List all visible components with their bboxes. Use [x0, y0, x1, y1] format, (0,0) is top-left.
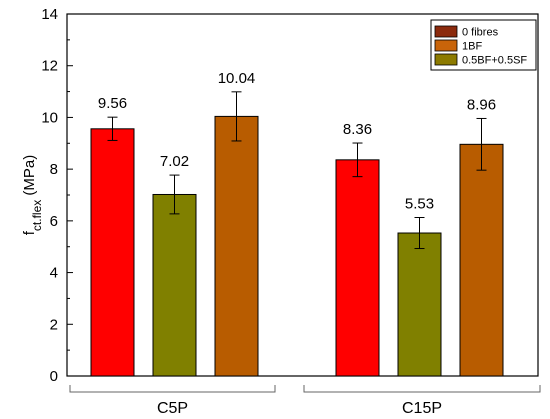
bar-c5p-series-2 [214, 115, 259, 377]
legend-swatch [434, 25, 458, 38]
y-tick-label: 6 [50, 213, 58, 230]
data-label: 8.96 [467, 96, 496, 113]
legend-swatch [434, 39, 458, 52]
y-tick-label: 10 [41, 109, 58, 126]
y-axis-label: fct.flex (MPa) [21, 155, 44, 236]
data-label: 9.56 [98, 95, 127, 112]
axes: 0 2 4 6 8 10 12 14 fct.flex (MPa) C5P C15P [21, 6, 541, 417]
y-tick-label: 2 [50, 316, 58, 333]
y-axis-label-unit: (MPa) [21, 155, 38, 200]
group-bracket [69, 385, 276, 393]
y-tick-label: 12 [41, 58, 58, 75]
data-labels: 9.56 7.02 10.04 8.36 5.53 8.96 [98, 70, 496, 213]
bar-c15p-series-0 [335, 159, 380, 377]
group-label-c15p: C15P [402, 400, 442, 417]
data-label: 8.36 [343, 121, 372, 138]
bars [90, 91, 504, 377]
group-label-c5p: C5P [157, 400, 188, 417]
y-tick-label: 4 [50, 265, 58, 282]
legend: 0 fibres 1BF 0.5BF+0.5SF [430, 19, 537, 71]
bar-c15p-series-2 [459, 143, 504, 377]
y-tick-label: 8 [50, 161, 58, 178]
bar-c5p-series-1 [152, 193, 197, 377]
data-label: 7.02 [160, 153, 189, 170]
y-tick-label: 0 [50, 368, 58, 385]
y-axis-label-sub: ct.flex [30, 200, 44, 231]
y-tick-label: 14 [41, 6, 58, 23]
legend-label: 0 fibres [462, 27, 499, 39]
legend-swatch [434, 53, 458, 66]
y-axis-label-main: f [21, 230, 38, 235]
data-label: 5.53 [405, 195, 434, 212]
legend-label: 1BF [462, 41, 482, 53]
legend-label: 0.5BF+0.5SF [462, 55, 527, 67]
bar-c5p-series-0 [90, 128, 135, 377]
data-label: 10.04 [218, 70, 256, 87]
group-bracket [303, 385, 541, 393]
bar-c15p-series-1 [397, 232, 442, 377]
